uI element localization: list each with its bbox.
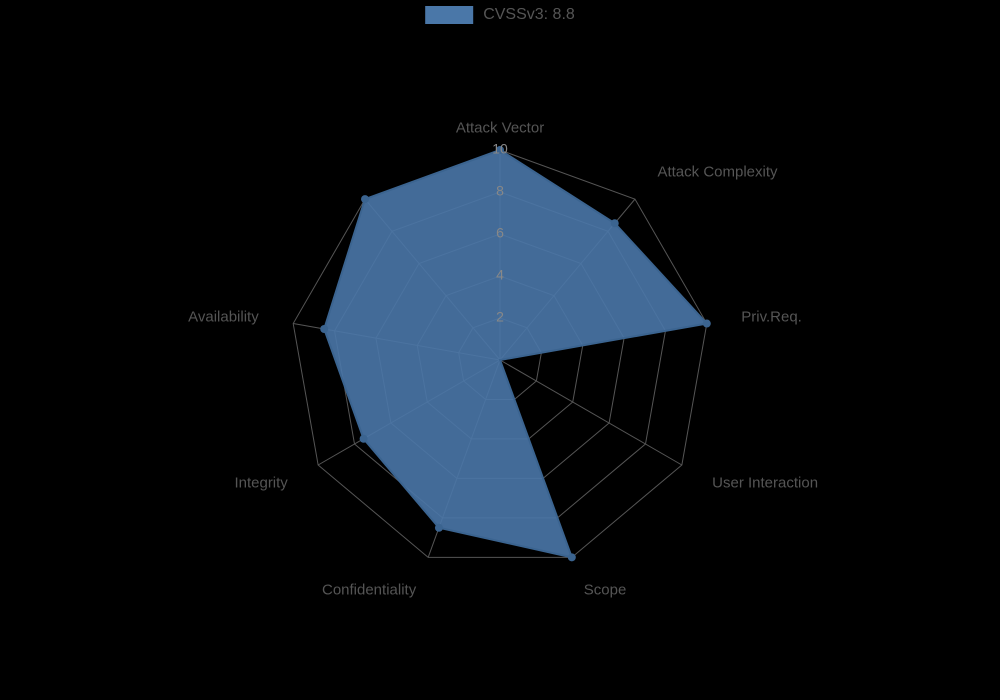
series-point (360, 435, 368, 443)
legend-label: CVSSv3: 8.8 (483, 6, 575, 24)
series-polygon (324, 150, 707, 557)
tick-label: 6 (496, 225, 504, 241)
legend-swatch (425, 6, 473, 24)
axis-label: Availability (188, 309, 259, 326)
chart-legend: CVSSv3: 8.8 (425, 6, 575, 24)
tick-label: 2 (496, 309, 504, 325)
axis-label: Scope (584, 582, 627, 599)
axis-label: Confidentiality (322, 582, 416, 599)
axis-label: Attack Vector (456, 120, 544, 137)
axis-label: User Interaction (712, 474, 818, 491)
series-point (703, 320, 711, 328)
series-point (568, 553, 576, 561)
tick-label: 8 (496, 183, 504, 199)
radar-chart-svg: 2 4 6 8 10 (0, 0, 1000, 700)
axis-label: Priv.Req. (741, 309, 802, 326)
series-point (435, 524, 443, 532)
tick-label: 4 (496, 267, 504, 283)
axis-label: Integrity (234, 474, 287, 491)
radar-chart-container: CVSSv3: 8.8 2 4 6 8 10 Attack Vector Attack C… (0, 0, 1000, 700)
axis-label: Attack Complexity (657, 164, 777, 181)
series-point (611, 219, 619, 227)
series-point (320, 325, 328, 333)
tick-label: 10 (492, 141, 508, 157)
series-point (361, 195, 369, 203)
